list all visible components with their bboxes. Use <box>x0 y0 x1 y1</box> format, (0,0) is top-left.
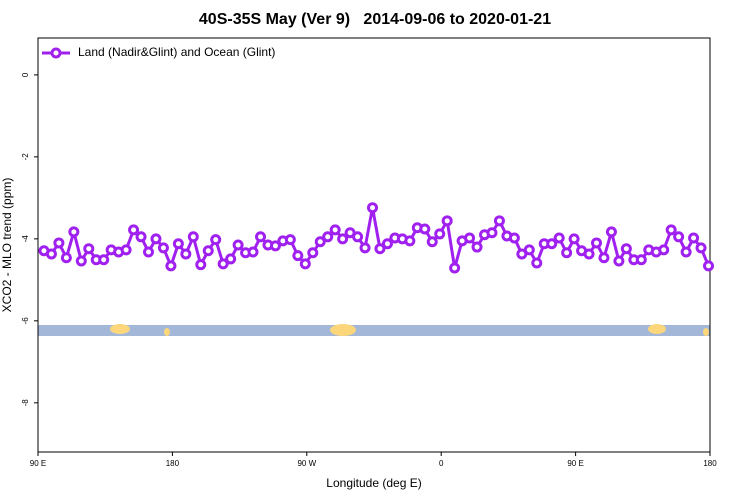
ocean-band <box>38 325 710 336</box>
legend-marker <box>50 47 62 59</box>
point <box>210 234 222 246</box>
point <box>673 231 685 243</box>
point <box>120 244 132 256</box>
point <box>464 232 476 244</box>
point <box>419 223 431 235</box>
point <box>553 232 565 244</box>
land-patch <box>164 328 170 336</box>
land-patch <box>703 328 709 336</box>
x-tick-label: 180 <box>166 459 180 468</box>
land-patch <box>330 324 356 336</box>
point <box>247 246 259 258</box>
point <box>195 259 207 271</box>
point <box>523 244 535 256</box>
point <box>695 242 707 254</box>
point <box>531 257 543 269</box>
y-axis-label: XCO2 - MLO trend (ppm) <box>0 178 14 313</box>
point <box>143 246 155 258</box>
point <box>486 227 498 239</box>
point <box>688 232 700 244</box>
point <box>583 248 595 260</box>
point <box>75 255 87 267</box>
y-tick-label: 0 <box>21 72 30 77</box>
point <box>314 236 326 248</box>
point <box>202 245 214 257</box>
y-tick-label: -6 <box>21 317 30 325</box>
x-tick-label: 180 <box>703 459 717 468</box>
plot-frame <box>37 37 711 453</box>
point <box>493 215 505 227</box>
x-axis-label: Longitude (deg E) <box>326 476 421 490</box>
point <box>381 238 393 250</box>
point <box>322 231 334 243</box>
x-tick-label: 90 W <box>297 459 316 468</box>
point <box>150 233 162 245</box>
point <box>561 247 573 259</box>
point <box>434 228 446 240</box>
point <box>658 244 670 256</box>
point <box>568 233 580 245</box>
point <box>449 262 461 274</box>
point <box>307 247 319 259</box>
point <box>68 226 80 238</box>
land-ocean-band <box>38 324 710 336</box>
point <box>83 243 95 255</box>
x-tick-label: 0 <box>439 459 444 468</box>
point <box>703 260 715 272</box>
point <box>187 231 199 243</box>
point <box>635 254 647 266</box>
y-tick-label: -2 <box>21 153 30 161</box>
point <box>367 202 379 214</box>
point <box>45 248 57 260</box>
point <box>441 215 453 227</box>
point <box>53 237 65 249</box>
point <box>232 239 244 251</box>
point <box>217 258 229 270</box>
land-patch <box>110 324 130 334</box>
point <box>165 260 177 272</box>
point <box>591 237 603 249</box>
x-tick-label: 90 E <box>567 459 583 468</box>
x-tick-label: 90 E <box>30 459 46 468</box>
point <box>426 236 438 248</box>
y-tick-label: -8 <box>21 399 30 407</box>
point <box>620 243 632 255</box>
point <box>225 253 237 265</box>
y-tick-label: -4 <box>21 235 30 243</box>
point <box>680 246 692 258</box>
point <box>613 255 625 267</box>
point <box>374 243 386 255</box>
point <box>292 250 304 262</box>
point <box>359 242 371 254</box>
point <box>157 242 169 254</box>
point <box>508 232 520 244</box>
point <box>337 233 349 245</box>
legend-label: Land (Nadir&Glint) and Ocean (Glint) <box>78 45 275 59</box>
point <box>98 254 110 266</box>
point <box>128 224 140 236</box>
point <box>135 231 147 243</box>
point <box>255 231 267 243</box>
point <box>329 224 341 236</box>
point <box>352 231 364 243</box>
point <box>299 258 311 270</box>
chart-title: 40S-35S May (Ver 9) 2014-09-06 to 2020-0… <box>199 11 551 28</box>
point <box>665 224 677 236</box>
point <box>180 248 192 260</box>
point <box>471 241 483 253</box>
point <box>172 238 184 250</box>
point <box>404 235 416 247</box>
point <box>605 226 617 238</box>
point <box>546 238 558 250</box>
point <box>60 252 72 264</box>
land-patch <box>648 324 666 334</box>
point <box>598 252 610 264</box>
point <box>284 234 296 246</box>
point <box>269 240 281 252</box>
